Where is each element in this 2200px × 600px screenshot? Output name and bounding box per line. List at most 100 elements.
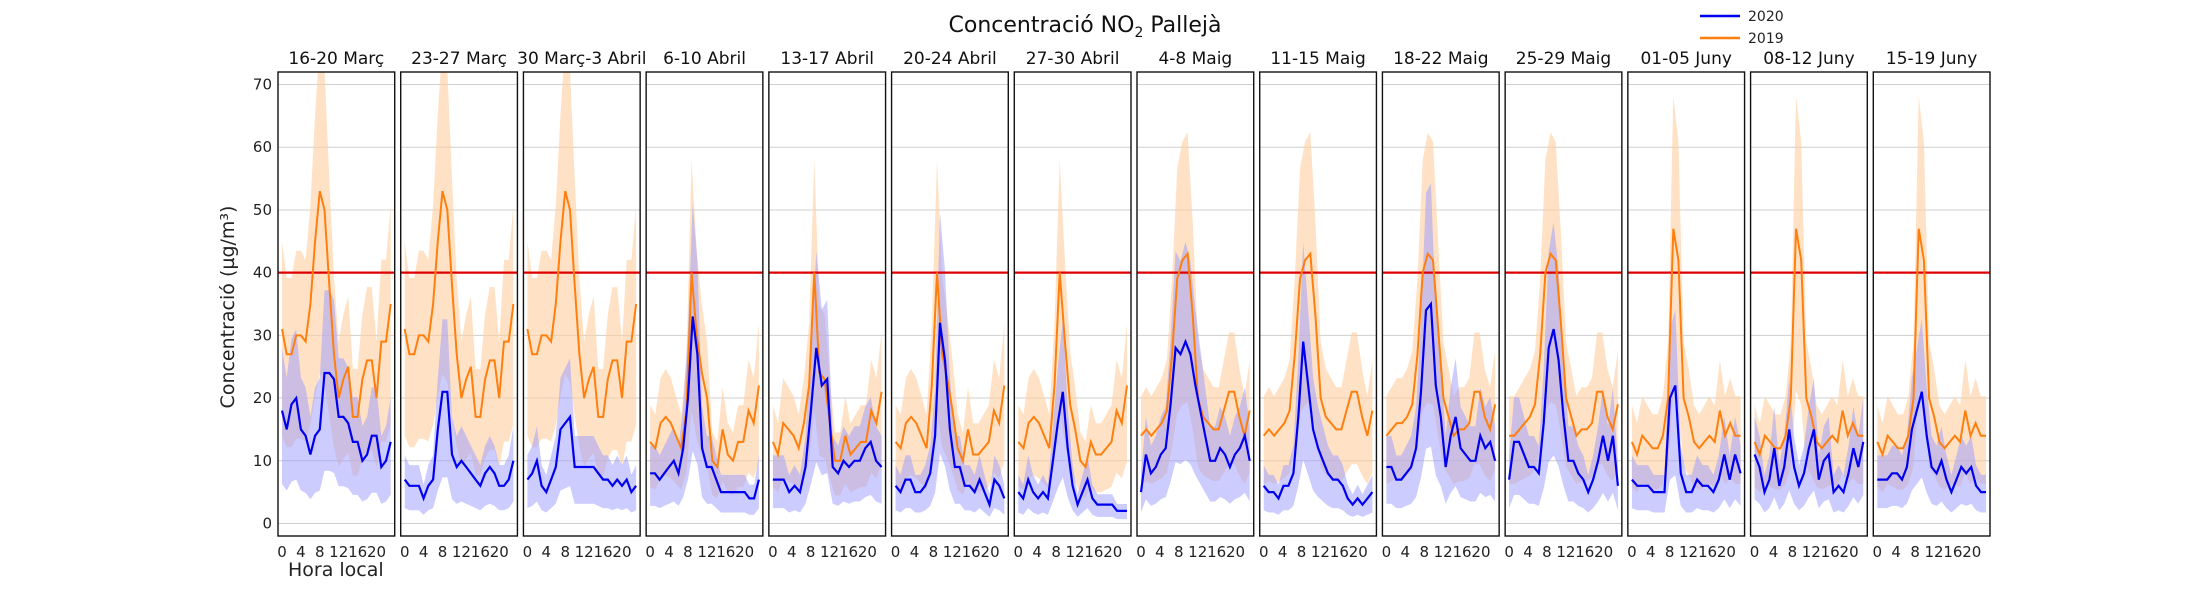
series-2020-line — [1753, 429, 1865, 496]
x-tick-label: 4 — [296, 543, 306, 561]
x-tick-label: 12 — [1434, 543, 1453, 561]
panel-frame — [1259, 71, 1378, 537]
x-tick-label: 8 — [1174, 543, 1184, 561]
x-tick-label: 20 — [1349, 543, 1368, 561]
x-tick-label: 12 — [1556, 543, 1575, 561]
x-tick-label: 16 — [1453, 543, 1472, 561]
x-tick-label: 12 — [1188, 543, 1207, 561]
chart-title-end: Pallejà — [1143, 13, 1221, 38]
x-tick-label: 4 — [1646, 543, 1656, 561]
x-tick-label: 8 — [438, 543, 448, 561]
x-tick-label: 20 — [367, 543, 386, 561]
panel-label: 15-19 Juny — [1886, 49, 1977, 69]
x-tick-label: 0 — [523, 543, 533, 561]
panel-label: 16-20 Març — [288, 49, 384, 69]
x-tick-label: 0 — [1382, 543, 1392, 561]
series-2019-line — [649, 272, 760, 470]
band-2019 — [404, 72, 514, 476]
series-2019-line — [281, 190, 392, 418]
x-tick-label: 4 — [664, 543, 674, 561]
x-tick-label: 12 — [943, 543, 962, 561]
panel-11: 01-05 Juny 0 4 8 12 16 20 — [1627, 49, 1746, 561]
panel-frame — [768, 71, 887, 537]
x-axis-label: Hora local — [288, 559, 384, 581]
x-tick-label: 4 — [1523, 543, 1533, 561]
x-tick-label: 4 — [1891, 543, 1901, 561]
band-2020 — [1386, 183, 1496, 509]
x-tick-label: 12 — [1065, 543, 1084, 561]
x-tick-label: 20 — [981, 543, 1000, 561]
chart-title-subscript: 2 — [1134, 25, 1143, 41]
series-2020-line — [280, 371, 392, 470]
y-tick-label: 0 — [262, 514, 272, 532]
x-tick-label: 12 — [575, 543, 594, 561]
x-tick-label: 16 — [1575, 543, 1594, 561]
x-tick-label: 20 — [1717, 543, 1736, 561]
series-2020-line — [526, 414, 637, 495]
series-2019-line — [1753, 228, 1864, 458]
series-2019-line — [1262, 251, 1374, 438]
x-tick-label: 8 — [560, 543, 570, 561]
x-tick-label: 8 — [683, 543, 693, 561]
panel-label: 01-05 Juny — [1640, 49, 1731, 69]
x-tick-label: 20 — [1226, 543, 1245, 561]
x-tick-label: 20 — [1594, 543, 1613, 561]
x-tick-label: 4 — [787, 543, 797, 561]
panel-frame — [890, 71, 1009, 537]
x-tick-label: 4 — [1401, 543, 1411, 561]
band-2020 — [1631, 309, 1741, 513]
x-tick-label: 16 — [1330, 543, 1349, 561]
x-tick-label: 4 — [542, 543, 552, 561]
legend: 2020 2019 — [1700, 9, 1784, 47]
x-tick-label: 0 — [1259, 543, 1269, 561]
panel-frame — [1013, 71, 1132, 537]
panel-label: 25-29 Maig — [1516, 49, 1611, 69]
x-tick-label: 0 — [400, 543, 410, 561]
panel-10: 25-29 Maig 0 4 8 12 16 20 — [1504, 49, 1623, 561]
x-tick-label: 20 — [1840, 543, 1859, 561]
x-tick-label: 16 — [348, 543, 367, 561]
x-tick-label: 0 — [1136, 543, 1146, 561]
x-tick-label: 20 — [735, 543, 754, 561]
series-2019-line — [894, 272, 1006, 465]
x-tick-label: 8 — [315, 543, 325, 561]
x-tick-label: 4 — [1278, 543, 1288, 561]
x-tick-label: 8 — [929, 543, 939, 561]
x-tick-label: 12 — [1802, 543, 1821, 561]
series-2020-line — [1631, 385, 1742, 495]
y-tick-label: 40 — [253, 264, 272, 282]
x-tick-label: 20 — [612, 543, 631, 561]
panel-frame — [1136, 71, 1255, 537]
x-tick-label: 12 — [697, 543, 716, 561]
panel-label: 08-12 Juny — [1763, 49, 1854, 69]
panel-1: 23-27 Març 0 4 8 12 16 20 — [400, 49, 519, 561]
x-tick-label: 0 — [1750, 543, 1760, 561]
x-tick-label: 20 — [858, 543, 877, 561]
x-tick-label: 0 — [1627, 543, 1637, 561]
x-tick-label: 16 — [471, 543, 490, 561]
y-tick-label: 60 — [253, 138, 272, 156]
x-tick-label: 16 — [1943, 543, 1962, 561]
panel-8: 11-15 Maig 0 4 8 12 16 20 — [1259, 49, 1378, 561]
x-tick-label: 16 — [1084, 543, 1103, 561]
panel-label: 23-27 Març — [411, 49, 507, 69]
band-2019 — [650, 159, 759, 499]
x-tick-label: 8 — [1297, 543, 1307, 561]
x-tick-label: 12 — [820, 543, 839, 561]
legend-label: 2020 — [1748, 9, 1784, 25]
chart-title: Concentració NO2 Pallejà — [949, 13, 1222, 41]
x-tick-label: 16 — [594, 543, 613, 561]
band-2020 — [1141, 241, 1250, 513]
x-tick-label: 0 — [891, 543, 901, 561]
band-2020 — [527, 358, 637, 513]
x-tick-label: 8 — [1910, 543, 1920, 561]
panel-label: 27-30 Abril — [1026, 49, 1120, 69]
x-tick-label: 12 — [1924, 543, 1943, 561]
x-tick-label: 8 — [1419, 543, 1429, 561]
x-tick-label: 4 — [1155, 543, 1165, 561]
series-2019-line — [1876, 228, 1986, 458]
series-2019-line — [1630, 228, 1741, 458]
x-tick-label: 0 — [277, 543, 287, 561]
